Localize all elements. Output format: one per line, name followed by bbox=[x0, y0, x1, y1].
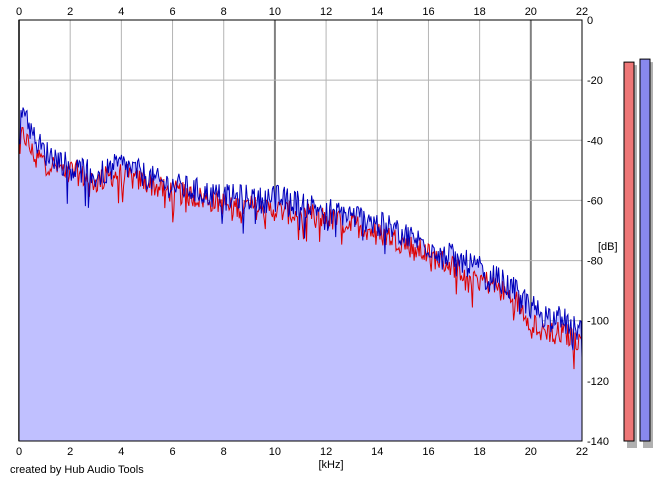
spectrum-series-group bbox=[18, 107, 583, 370]
y-tick-label: -140 bbox=[587, 436, 609, 448]
x-tick-label-top: 6 bbox=[169, 6, 175, 18]
x-tick-label-bottom: 2 bbox=[67, 446, 73, 458]
x-tick-label-bottom: 0 bbox=[16, 446, 22, 458]
series-right-line bbox=[18, 107, 583, 358]
x-tick-label-top: 2 bbox=[67, 6, 73, 18]
y-tick-label: -80 bbox=[587, 256, 603, 268]
x-tick-label-top: 10 bbox=[269, 6, 281, 18]
y-tick-label: -100 bbox=[587, 316, 609, 328]
x-tick-label-bottom: 16 bbox=[422, 446, 434, 458]
x-tick-label-top: 0 bbox=[16, 6, 22, 18]
x-tick-label-bottom: 22 bbox=[576, 446, 588, 458]
x-tick-label-top: 14 bbox=[371, 6, 383, 18]
x-tick-label-bottom: 6 bbox=[169, 446, 175, 458]
x-tick-label-bottom: 20 bbox=[525, 446, 537, 458]
plot-border bbox=[18, 19, 583, 442]
x-tick-label-top: 22 bbox=[576, 6, 588, 18]
x-tick-label-top: 4 bbox=[118, 6, 124, 18]
spectrum-fill-area bbox=[19, 107, 582, 441]
x-tick-label-top: 16 bbox=[422, 6, 434, 18]
credit-text: created by Hub Audio Tools bbox=[10, 464, 144, 476]
y-axis-label: [dB] bbox=[598, 241, 618, 253]
x-tick-label-top: 8 bbox=[221, 6, 227, 18]
spectrum-fill bbox=[19, 107, 582, 441]
y-tick-label: -120 bbox=[587, 376, 609, 388]
x-tick-label-bottom: 4 bbox=[118, 446, 124, 458]
x-tick-labels-bottom: 0 2 4 6 8 10 12 14 16 18 20 22 bbox=[16, 446, 588, 458]
x-tick-label-top: 20 bbox=[525, 6, 537, 18]
x-tick-label-top: 12 bbox=[320, 6, 332, 18]
x-tick-label-bottom: 10 bbox=[269, 446, 281, 458]
x-tick-label-bottom: 14 bbox=[371, 446, 383, 458]
x-tick-label-top: 18 bbox=[474, 6, 486, 18]
level-meters bbox=[623, 58, 653, 448]
y-tick-label: -40 bbox=[587, 135, 603, 147]
y-tick-label: 0 bbox=[587, 15, 593, 27]
y-tick-labels: 0 -20 -40 -60 -80 -100 -120 -140 bbox=[587, 15, 609, 448]
x-axis-label: [kHz] bbox=[318, 459, 343, 471]
left-level-meter bbox=[623, 61, 635, 442]
y-tick-label: -60 bbox=[587, 195, 603, 207]
x-tick-label-bottom: 12 bbox=[320, 446, 332, 458]
x-tick-label-bottom: 18 bbox=[474, 446, 486, 458]
y-tick-label: -20 bbox=[587, 75, 603, 87]
right-level-meter bbox=[639, 58, 651, 442]
x-tick-labels-top: 0 2 4 6 8 10 12 14 16 18 20 22 bbox=[16, 6, 588, 18]
x-tick-label-bottom: 8 bbox=[221, 446, 227, 458]
